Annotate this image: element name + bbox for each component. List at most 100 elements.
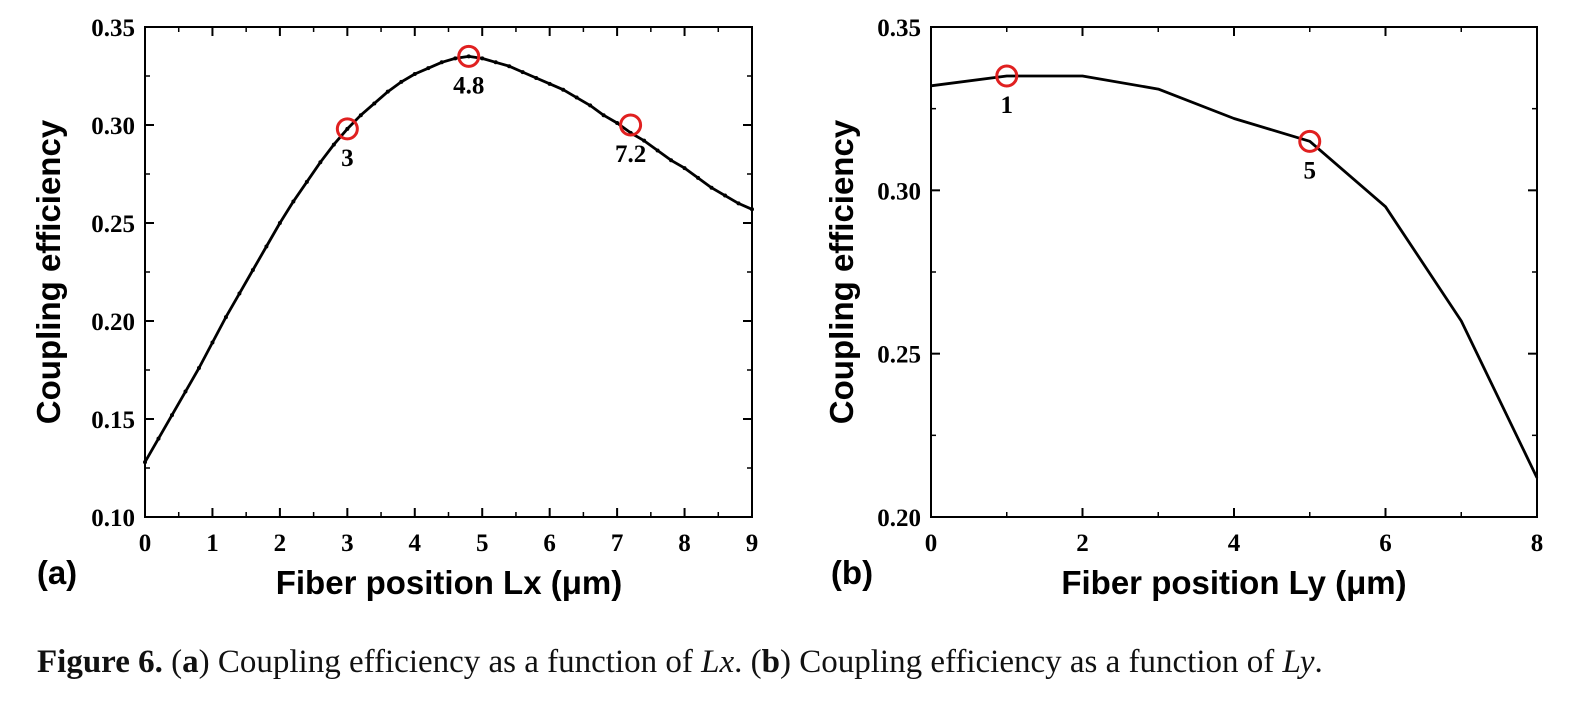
data-point [277,221,282,225]
data-point [345,126,350,131]
highlight-label: 5 [1304,157,1317,184]
data-point [264,244,269,249]
caption-figure-label: Figure 6. [37,644,163,680]
data-point [520,70,525,75]
x-tick-label: 8 [1531,530,1544,557]
highlight-label: 3 [341,145,354,172]
x-tick-label: 1 [206,530,219,557]
y-tick-label: 0.30 [877,178,921,205]
y-tick-label: 0.20 [877,505,921,532]
data-point [642,138,647,143]
panel-label: (a) [37,554,77,591]
data-point [358,113,363,118]
x-tick-label: 5 [476,530,489,557]
data-point [466,54,471,59]
x-axis-label: Fiber position Lx (μm) [276,564,623,601]
y-tick-label: 0.20 [91,309,135,336]
data-point [507,64,512,69]
y-tick-label: 0.35 [91,15,135,42]
data-point [196,366,201,371]
data-point [169,413,174,418]
x-tick-label: 6 [543,530,556,557]
caption-b-letter: b [761,644,780,680]
x-tick-label: 4 [409,530,422,557]
y-tick-label: 0.15 [91,407,135,434]
data-point [237,291,242,296]
data-point [453,56,458,61]
series-line [930,74,1539,479]
data-point [709,185,714,190]
caption-b-text: ) Coupling efficiency as a function of [780,644,1283,680]
x-axis-label: Fiber position Ly (μm) [1061,564,1406,601]
data-point [750,207,754,212]
highlight-circle [619,113,643,137]
data-point [399,79,404,84]
data-point [143,460,147,465]
caption-end: . [1314,644,1323,680]
data-point [561,87,566,92]
caption-b-var: Ly [1282,644,1315,680]
figure-caption: Figure 6. (a) Coupling efficiency as a f… [37,644,1323,681]
data-point [156,436,161,441]
data-point [574,95,579,100]
data-point [534,75,539,80]
data-point [385,89,390,94]
series-line [143,55,753,463]
data-point [601,113,606,118]
caption-a-var: Lx [701,644,735,680]
data-point [696,175,701,180]
x-tick-label: 4 [1228,530,1241,557]
y-tick-label: 0.25 [877,342,921,369]
data-point [223,315,228,320]
data-point [331,142,336,147]
data-point [250,268,255,273]
caption-mid: . ( [734,644,762,680]
x-tick-label: 7 [611,530,624,557]
panel-label: (b) [831,554,873,591]
plot-frame [930,26,1538,518]
data-point [723,193,728,198]
highlight-label: 1 [1001,92,1014,119]
data-point [682,166,687,171]
data-point [736,201,741,206]
highlight-circle [457,44,481,68]
data-point [588,103,593,108]
highlight-circle [1298,129,1322,153]
highlight-circle [335,117,359,141]
data-point [412,72,417,77]
data-point [480,56,485,61]
x-tick-label: 3 [341,530,354,557]
data-point [210,340,215,345]
y-tick-label: 0.30 [91,113,135,140]
data-point [318,160,323,165]
y-axis-label: Coupling efficiency [30,119,67,424]
chart-panel-b: 0 2 4 6 8 0.20 0.25 0.30 0.35 Fiber position Ly (… [823,15,1543,601]
x-tick-label: 0 [925,530,938,557]
data-point [547,81,552,86]
data-point [439,60,444,65]
plot-frame [144,26,753,518]
y-tick-label: 0.35 [877,15,921,42]
caption-a-letter: a [182,644,199,680]
x-tick-label: 2 [274,530,287,557]
data-point [669,158,674,163]
data-point [615,121,620,126]
x-tick-label: 8 [678,530,691,557]
data-point [183,389,188,394]
data-point [493,60,498,65]
chart-panel-a: 0 1 2 3 4 5 6 7 8 9 0.10 0.15 0.20 0.25 0.30 0.35 Fiber … [30,15,758,601]
x-tick-label: 0 [139,530,152,557]
data-point [372,101,377,106]
highlight-circle [995,64,1019,88]
data-point [291,199,296,204]
highlight-label: 7.2 [615,141,646,168]
x-tick-label: 6 [1379,530,1392,557]
highlight-label: 4.8 [453,72,484,99]
data-point [655,148,660,153]
caption-a-text: ) Coupling efficiency as a function of [198,644,702,680]
x-tick-label: 2 [1076,530,1089,557]
y-tick-label: 0.25 [91,211,135,238]
data-point [426,66,431,71]
caption-open-a: ( [171,644,183,680]
